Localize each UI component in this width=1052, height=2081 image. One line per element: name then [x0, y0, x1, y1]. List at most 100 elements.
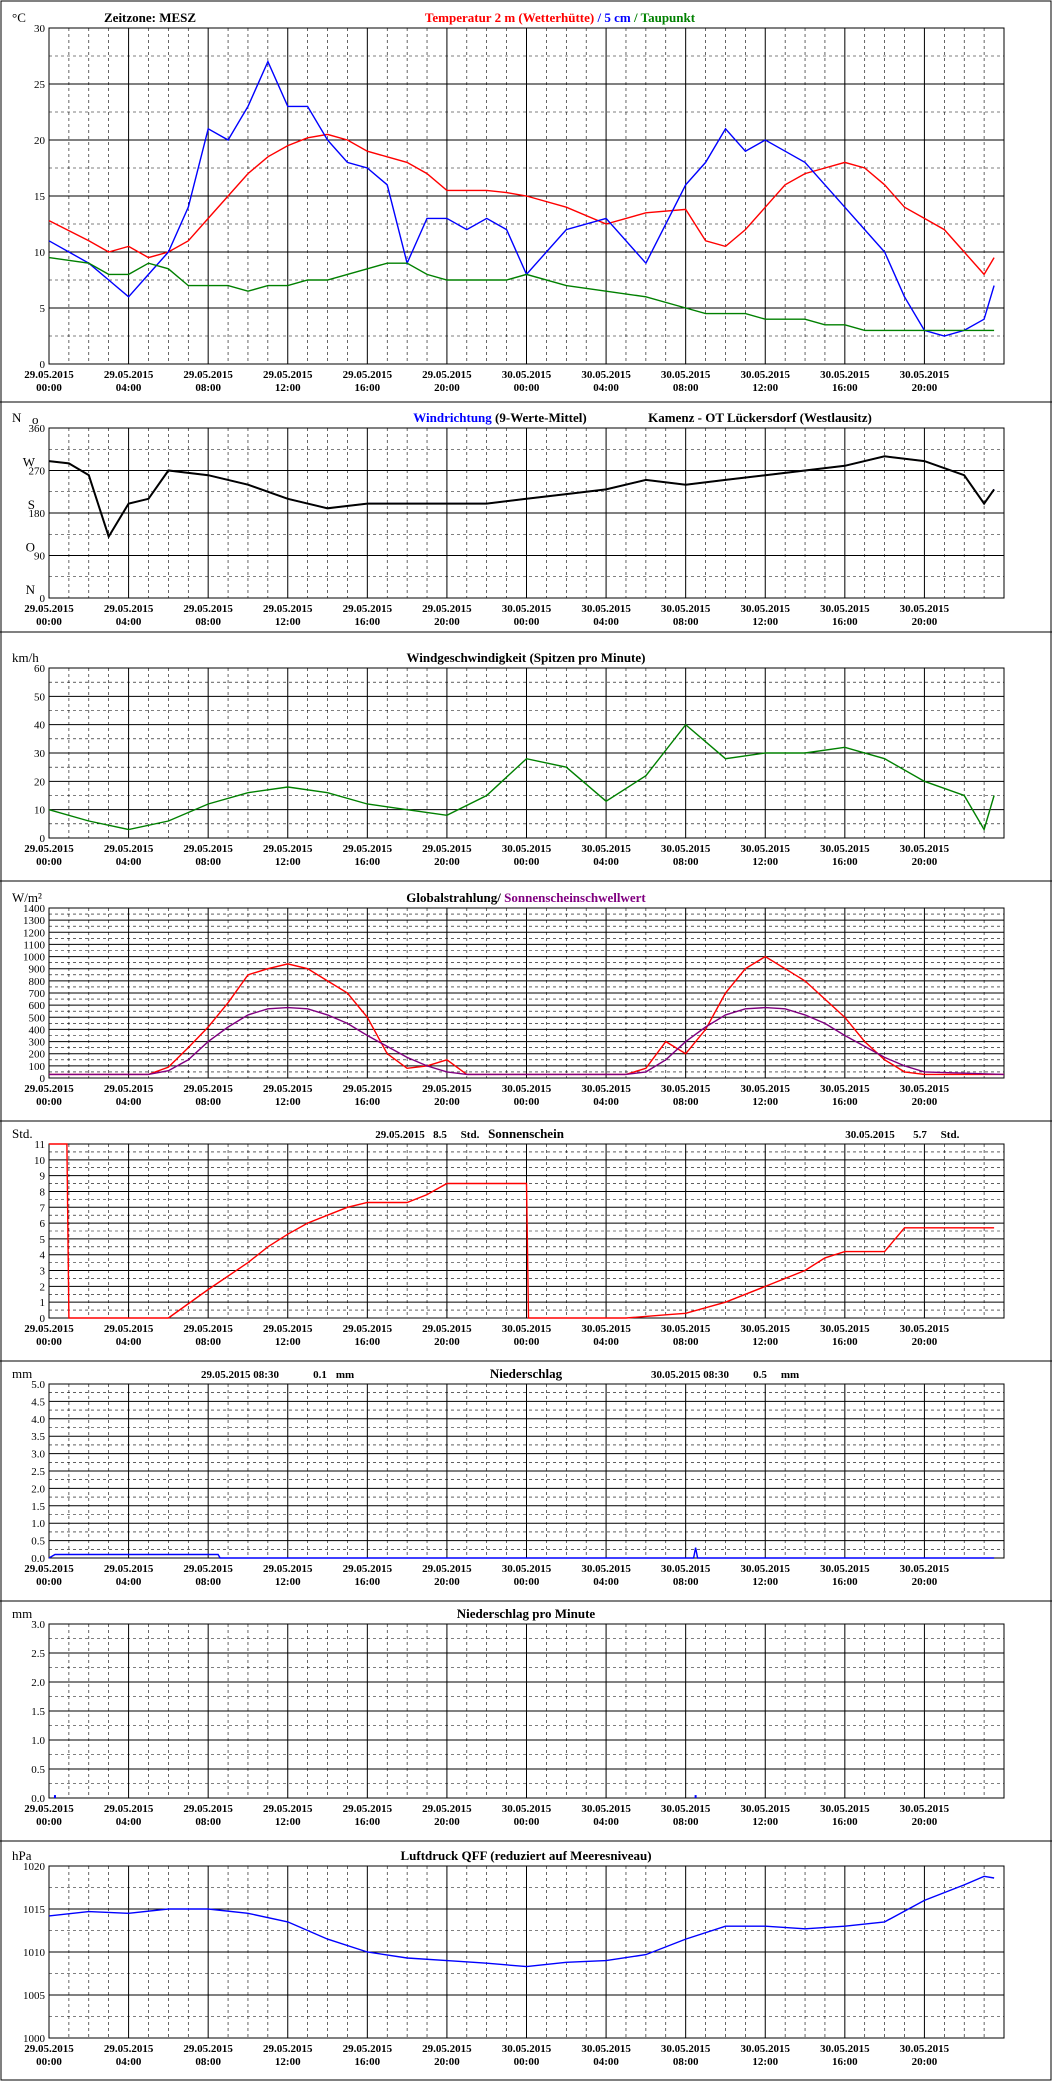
x-tick-time: 04:00 [593, 2056, 619, 2068]
x-tick-time: 12:00 [752, 856, 778, 868]
summary-date: 30.05.2015 08:30 [651, 1369, 729, 1381]
x-tick-date: 29.05.2015 [422, 603, 472, 615]
x-tick-time: 00:00 [514, 2056, 540, 2068]
plot-frame [48, 667, 1005, 839]
unit-label: hPa [12, 1848, 32, 1863]
x-tick-time: 04:00 [593, 616, 619, 628]
chart-title: Luftdruck QFF (reduziert auf Meeresnivea… [400, 1848, 651, 1863]
x-tick-time: 00:00 [36, 1336, 62, 1348]
x-tick-time: 08:00 [673, 1816, 699, 1828]
y-tick-label: 0.5 [31, 1536, 45, 1548]
y-tick-label: 30 [34, 748, 46, 760]
x-tick-date: 30.05.2015 [820, 843, 870, 855]
x-tick-time: 08:00 [195, 1576, 221, 1588]
chart-title-part: Taupunkt [641, 10, 696, 25]
y-tick-label: 9 [40, 1171, 46, 1183]
x-tick-date: 30.05.2015 [741, 1563, 791, 1575]
y-tick-label: 200 [29, 1049, 46, 1061]
x-tick-date: 29.05.2015 [183, 1563, 233, 1575]
x-tick-time: 04:00 [593, 1096, 619, 1108]
x-tick-date: 30.05.2015 [900, 2043, 950, 2055]
x-tick-time: 20:00 [912, 1576, 938, 1588]
x-tick-time: 16:00 [832, 616, 858, 628]
x-tick-time: 20:00 [912, 856, 938, 868]
x-tick-time: 08:00 [673, 1576, 699, 1588]
x-tick-time: 00:00 [36, 2056, 62, 2068]
x-tick-time: 00:00 [514, 1816, 540, 1828]
series-line-temp-2 [48, 256, 995, 332]
x-tick-date: 30.05.2015 [502, 369, 552, 381]
compass-label: S [28, 497, 35, 512]
x-tick-date: 29.05.2015 [24, 369, 74, 381]
x-tick-time: 08:00 [195, 382, 221, 394]
y-tick-label: 7 [40, 1202, 46, 1214]
y-tick-label: 1020 [23, 1861, 46, 1873]
x-tick-date: 30.05.2015 [661, 603, 711, 615]
x-tick-date: 29.05.2015 [263, 1563, 313, 1575]
chart-panel-pressure: 1000100510101015102029.05.201500:0029.05… [0, 1840, 1052, 2068]
series-line-sunshine-0 [49, 1143, 995, 1319]
chart-title-part: / [496, 890, 504, 905]
y-tick-label: 2 [40, 1281, 46, 1293]
x-tick-time: 20:00 [434, 1576, 460, 1588]
summary-value: 8.5 [433, 1129, 447, 1141]
x-tick-time: 08:00 [195, 1816, 221, 1828]
summary-date: 29.05.2015 [375, 1129, 425, 1141]
y-tick-label: 300 [29, 1037, 46, 1049]
y-tick-label: 60 [34, 663, 46, 675]
y-tick-label: 0 [40, 359, 46, 371]
x-tick-date: 29.05.2015 [104, 1083, 154, 1095]
x-tick-date: 29.05.2015 [183, 1323, 233, 1335]
y-tick-label: 5 [40, 303, 46, 315]
unit-label: Std. [12, 1126, 33, 1141]
plot-frame [48, 427, 1005, 599]
x-tick-time: 04:00 [593, 382, 619, 394]
y-tick-label: 1100 [23, 939, 45, 951]
x-tick-time: 12:00 [752, 616, 778, 628]
x-tick-date: 29.05.2015 [263, 1083, 313, 1095]
plot-frame [48, 27, 1005, 365]
x-tick-date: 29.05.2015 [422, 1323, 472, 1335]
compass-label: N [26, 582, 36, 597]
x-tick-date: 29.05.2015 [104, 369, 154, 381]
x-tick-time: 04:00 [116, 2056, 142, 2068]
x-tick-date: 29.05.2015 [104, 1323, 154, 1335]
x-tick-date: 29.05.2015 [183, 2043, 233, 2055]
y-tick-label: 3.0 [31, 1619, 45, 1631]
y-tick-label: 700 [29, 988, 46, 1000]
x-tick-date: 30.05.2015 [900, 1563, 950, 1575]
x-tick-time: 00:00 [36, 1096, 62, 1108]
y-tick-label: 1.0 [31, 1518, 45, 1530]
x-tick-time: 12:00 [275, 1816, 301, 1828]
x-tick-date: 30.05.2015 [661, 1563, 711, 1575]
x-tick-date: 30.05.2015 [581, 1563, 631, 1575]
x-tick-time: 12:00 [752, 2056, 778, 2068]
y-tick-label: 900 [29, 964, 46, 976]
x-tick-time: 20:00 [912, 1096, 938, 1108]
x-tick-time: 00:00 [514, 1576, 540, 1588]
summary-unit: Std. [461, 1129, 480, 1141]
summary-date: 30.05.2015 [845, 1129, 895, 1141]
chart-title-part: Temperatur 2 m (Wetterhütte) [425, 10, 594, 25]
x-tick-date: 30.05.2015 [661, 843, 711, 855]
x-tick-date: 29.05.2015 [343, 1803, 393, 1815]
chart-title-part: (9-Werte-Mittel) [492, 410, 587, 425]
x-tick-date: 29.05.2015 [263, 2043, 313, 2055]
x-tick-date: 29.05.2015 [422, 2043, 472, 2055]
chart-title-part: Sonnenscheinschwellwert [504, 890, 646, 905]
x-tick-date: 30.05.2015 [661, 369, 711, 381]
x-tick-time: 08:00 [195, 2056, 221, 2068]
chart-panel-temp: 05101520253029.05.201500:0029.05.201504:… [12, 10, 1005, 394]
x-tick-date: 29.05.2015 [343, 2043, 393, 2055]
chart-title: Globalstrahlung/ Sonnenscheinschwellwert [406, 890, 646, 905]
chart-title-part: 5 cm [604, 10, 631, 25]
x-tick-time: 00:00 [36, 382, 62, 394]
x-tick-time: 12:00 [275, 1096, 301, 1108]
x-tick-date: 30.05.2015 [502, 603, 552, 615]
x-tick-time: 20:00 [434, 382, 460, 394]
x-tick-time: 20:00 [912, 616, 938, 628]
x-tick-time: 12:00 [752, 1576, 778, 1588]
x-tick-time: 08:00 [195, 856, 221, 868]
y-tick-label: 2.5 [31, 1648, 45, 1660]
summary-value: 0.1 [313, 1369, 327, 1381]
